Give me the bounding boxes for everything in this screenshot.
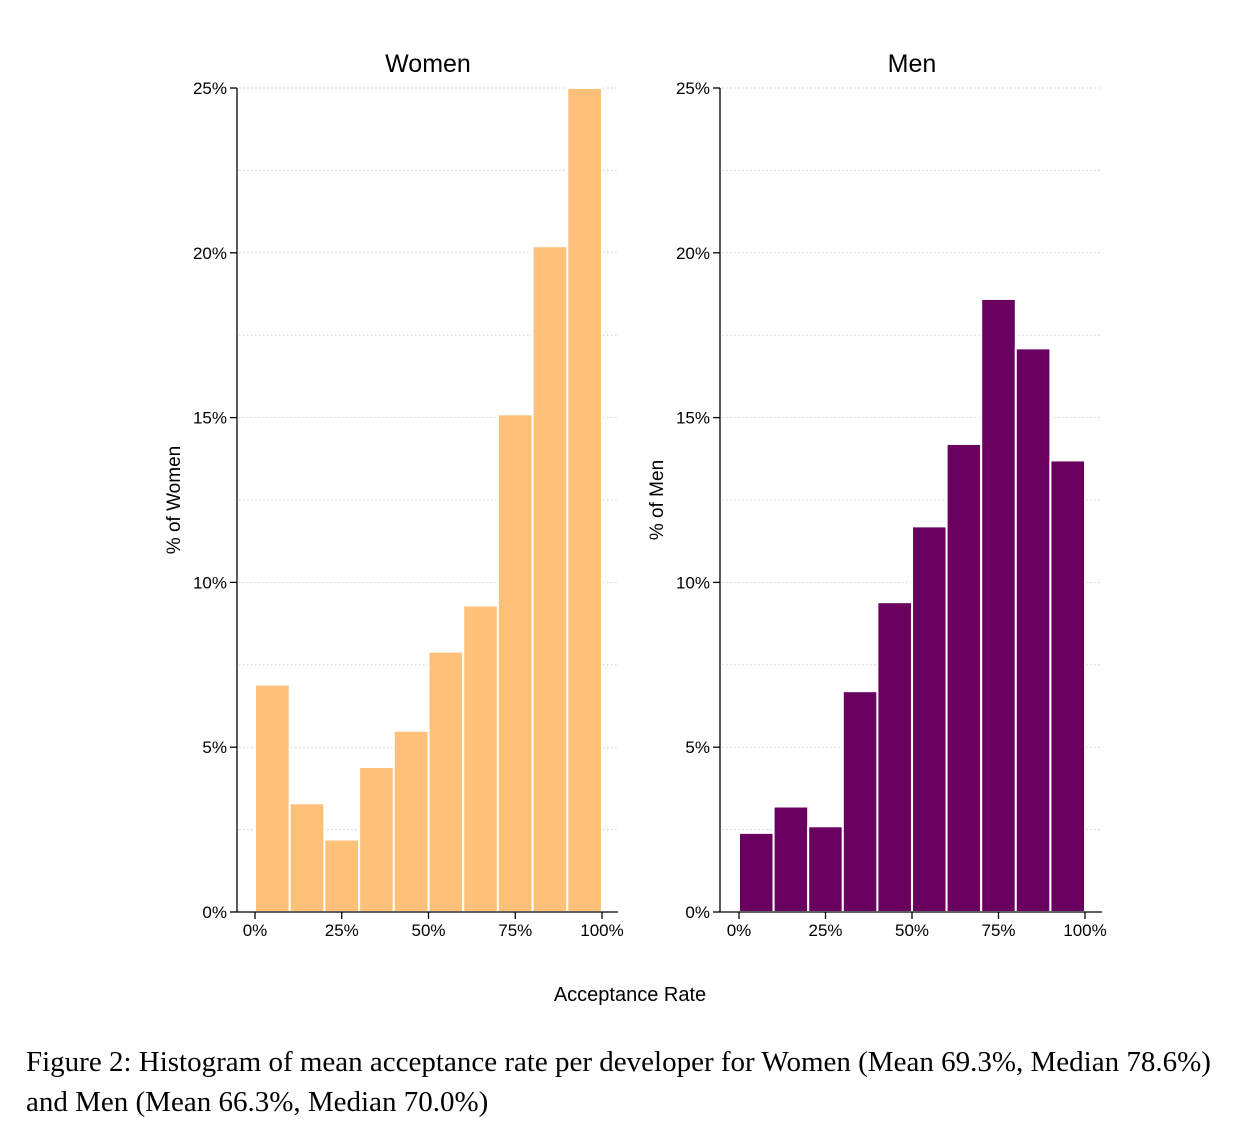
women-bar — [496, 413, 534, 913]
women-bar — [531, 245, 569, 913]
figure-caption: Figure 2: Histogram of mean acceptance r… — [26, 1046, 1211, 1118]
women-y-tick-label: 0% — [202, 903, 227, 922]
women-x-tick-label: 100% — [580, 921, 623, 940]
men-bar — [911, 525, 948, 913]
men-axes — [713, 87, 1102, 919]
men-y-tick-label: 5% — [685, 738, 710, 757]
men-y-tick-label: 20% — [676, 244, 710, 263]
men-y-tick-label: 25% — [676, 79, 710, 98]
men-y-tick-labels: 0% 5% 10% 15% 20% 25% — [676, 79, 710, 922]
women-bar — [462, 604, 499, 913]
women-x-tick-labels: 0% 25% 50% 75% 100% — [243, 921, 624, 940]
women-x-tick-label: 75% — [498, 921, 532, 940]
men-y-tick-label: 10% — [676, 573, 710, 592]
men-bar — [980, 297, 1017, 914]
men-x-tick-label: 50% — [895, 921, 929, 940]
men-x-tick-label: 25% — [808, 921, 842, 940]
men-bar — [807, 825, 844, 914]
men-x-tick-label: 100% — [1063, 921, 1106, 940]
women-chart-title: Women — [385, 50, 471, 78]
men-y-tick-label: 0% — [685, 903, 710, 922]
women-bar — [288, 802, 326, 913]
men-bar — [1014, 347, 1052, 914]
women-x-tick-label: 50% — [411, 921, 445, 940]
women-y-tick-labels: 0% 5% 10% 15% 20% 25% — [193, 79, 227, 922]
men-bar — [945, 442, 983, 913]
men-bars — [738, 297, 1087, 914]
women-y-tick-label: 15% — [193, 409, 227, 428]
men-y-tick-label: 15% — [676, 409, 710, 428]
men-histogram-panel: Men % of Men 0% 5% 10% 15% 20% 25% 0% 25% 50% 75… — [647, 50, 1107, 940]
women-x-tick-label: 0% — [243, 921, 268, 940]
men-bar — [876, 601, 914, 914]
women-x-tick-label: 25% — [325, 921, 359, 940]
women-y-tick-label: 10% — [193, 573, 227, 592]
women-bar — [358, 765, 395, 914]
women-bar — [323, 838, 361, 913]
men-chart-title: Men — [888, 50, 937, 78]
men-bar — [841, 690, 879, 914]
men-bar — [772, 805, 810, 914]
women-axes — [230, 87, 618, 919]
women-histogram-panel: Women % of Women 0% 5% 10% 15% 20% 25% 0% 25% 5… — [164, 50, 624, 940]
women-bar — [566, 87, 603, 913]
men-bar — [738, 831, 775, 913]
women-y-axis-label: % of Women — [164, 446, 185, 554]
men-x-tick-label: 75% — [981, 921, 1015, 940]
men-bar — [1049, 459, 1087, 913]
women-y-tick-label: 25% — [193, 79, 227, 98]
men-x-tick-label: 0% — [727, 921, 752, 940]
women-y-tick-label: 5% — [202, 738, 227, 757]
women-y-tick-label: 20% — [193, 244, 227, 263]
women-bar — [254, 683, 291, 913]
women-bar — [392, 729, 430, 913]
shared-x-axis-label: Acceptance Rate — [554, 984, 706, 1006]
men-y-axis-label: % of Men — [647, 460, 668, 540]
women-bar — [427, 650, 465, 914]
men-x-tick-labels: 0% 25% 50% 75% 100% — [727, 921, 1107, 940]
